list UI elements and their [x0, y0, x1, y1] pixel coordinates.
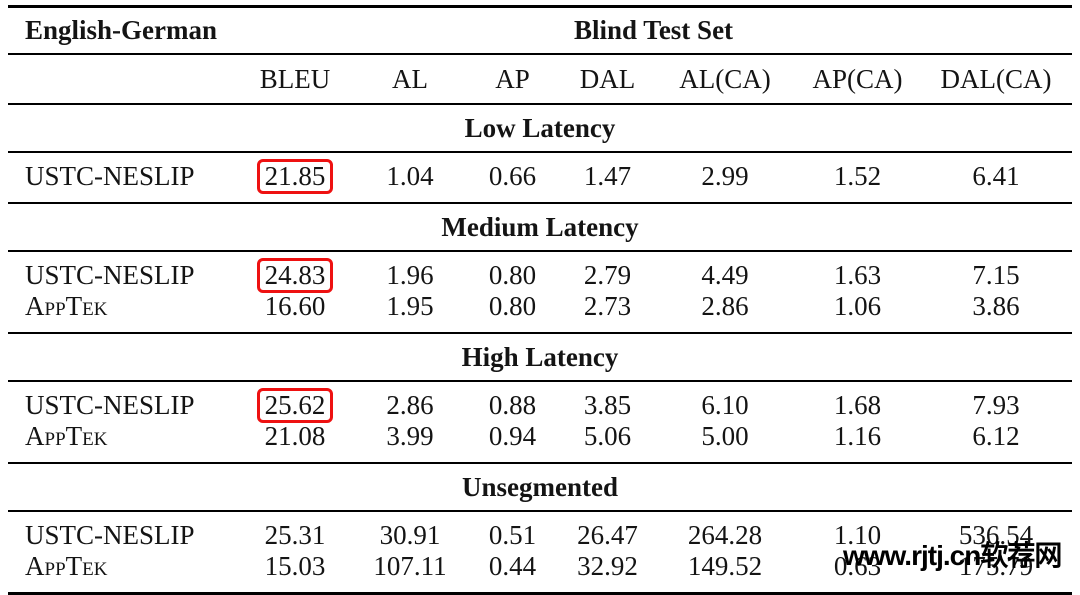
table-row: USTC-NESLIP 21.85 1.04 0.66 1.47 2.99 1.… [8, 152, 1073, 204]
metric-value: 149.52 [687, 551, 763, 581]
metric-value: 2.73 [560, 291, 655, 334]
metric-value: 3.86 [920, 291, 1073, 334]
paper-table-page: English-German Blind Test Set BLEU AL AP… [0, 5, 1080, 595]
system-name: USTC-NESLIP [25, 390, 195, 420]
metric-value: 0.66 [465, 152, 560, 204]
column-header-al-ca: AL(CA) [655, 54, 795, 105]
metric-value: 32.92 [577, 551, 638, 581]
section-title: Low Latency [8, 104, 1073, 153]
language-pair-label: English-German [8, 6, 235, 55]
system-name: USTC-NESLIP [25, 520, 195, 550]
results-table: English-German Blind Test Set BLEU AL AP… [8, 5, 1073, 595]
metric-value: 1.95 [355, 291, 465, 334]
section-title: High Latency [8, 333, 1073, 382]
section-header-high-latency: High Latency [8, 333, 1073, 382]
metric-value: 30.91 [379, 520, 441, 550]
metric-value: 6.12 [920, 421, 1073, 464]
metric-value: 3.99 [355, 421, 465, 464]
metric-value: 264.28 [687, 520, 763, 550]
column-header-row: BLEU AL AP DAL AL(CA) AP(CA) DAL(CA) [8, 54, 1073, 105]
bleu-value: 25.62 [235, 381, 355, 423]
highlight-box: 25.62 [256, 388, 334, 423]
metric-value: 26.47 [577, 520, 638, 550]
metric-value: 536.54 [958, 520, 1034, 550]
metric-value: 5.00 [655, 421, 795, 464]
metric-value: 0.94 [465, 421, 560, 464]
metric-value: 2.79 [583, 260, 632, 290]
section-header-unsegmented: Unsegmented [8, 463, 1073, 512]
bleu-value: 25.31 [264, 520, 326, 550]
section-title: Medium Latency [8, 203, 1073, 252]
table-row: USTC-NESLIP 24.83 1.96 0.80 2.79 4.49 1.… [8, 251, 1072, 293]
watermark-text: www.rjtj.cn软荐网 [843, 540, 1062, 571]
bleu-value: 24.83 [235, 251, 355, 293]
metric-value: 107.11 [373, 551, 447, 581]
system-name: AppTek [8, 291, 235, 334]
bleu-value: 21.08 [235, 421, 355, 464]
table-row: AppTek 15.03 107.11 0.44 32.92 149.52 0.… [8, 551, 1072, 594]
metric-value: 0.88 [488, 390, 537, 420]
metric-value: 7.15 [972, 260, 1020, 290]
highlight-box: 24.83 [256, 258, 334, 293]
column-header-bleu: BLEU [235, 54, 355, 105]
system-name: AppTek [25, 551, 108, 581]
metric-value: 0.44 [488, 551, 537, 581]
column-header-al: AL [355, 54, 465, 105]
metric-value: 1.68 [833, 390, 882, 420]
table-row: AppTek 16.60 1.95 0.80 2.73 2.86 1.06 3.… [8, 291, 1073, 334]
metric-value: 0.63 [833, 551, 882, 581]
table-row: AppTek 21.08 3.99 0.94 5.06 5.00 1.16 6.… [8, 421, 1073, 464]
metric-value: 0.80 [465, 291, 560, 334]
metric-value: 25.62 [264, 390, 326, 420]
table-row: USTC-NESLIP 25.31 30.91 0.51 26.47 264.2… [8, 511, 1072, 551]
system-name: USTC-NESLIP [8, 152, 235, 204]
section-header-medium-latency: Medium Latency [8, 203, 1073, 252]
metric-value: 2.86 [655, 291, 795, 334]
highlight-box: 21.85 [256, 159, 334, 194]
bleu-value: 21.85 [235, 152, 355, 204]
metric-value: 1.96 [386, 260, 434, 290]
section-title: Unsegmented [8, 463, 1073, 512]
system-name: AppTek [8, 421, 235, 464]
metric-value: 5.06 [560, 421, 655, 464]
bleu-value: 16.60 [235, 291, 355, 334]
metric-value: 3.85 [583, 390, 632, 420]
metric-value: 6.10 [701, 390, 749, 420]
section-header-low-latency: Low Latency [8, 104, 1073, 153]
metric-value: 175.79 [958, 551, 1034, 581]
metric-value: 1.04 [355, 152, 465, 204]
column-header-ap-ca: AP(CA) [795, 54, 920, 105]
metric-value: 0.51 [488, 520, 537, 550]
column-header-ap: AP [465, 54, 560, 105]
metric-value: 4.49 [701, 260, 749, 290]
metric-value: 1.16 [795, 421, 920, 464]
metric-value: 24.83 [264, 260, 326, 290]
metric-value: 1.63 [833, 260, 882, 290]
metric-value: 1.52 [795, 152, 920, 204]
column-header-dal: DAL [560, 54, 655, 105]
metric-value: 2.99 [655, 152, 795, 204]
test-set-label: Blind Test Set [235, 6, 1073, 55]
metric-value: 1.47 [560, 152, 655, 204]
table-row: USTC-NESLIP 25.62 2.86 0.88 3.85 6.10 1.… [8, 381, 1072, 423]
table-title-row: English-German Blind Test Set [8, 6, 1073, 55]
system-name: USTC-NESLIP [25, 260, 195, 290]
empty-corner-cell [8, 54, 235, 105]
metric-value: 1.06 [795, 291, 920, 334]
column-header-dal-ca: DAL(CA) [920, 54, 1073, 105]
bleu-value: 15.03 [264, 551, 326, 581]
metric-value: 6.41 [920, 152, 1073, 204]
metric-value: 7.93 [972, 390, 1020, 420]
metric-value: 1.10 [833, 520, 882, 550]
metric-value: 21.85 [264, 161, 326, 191]
metric-value: 0.80 [488, 260, 537, 290]
metric-value: 2.86 [386, 390, 434, 420]
